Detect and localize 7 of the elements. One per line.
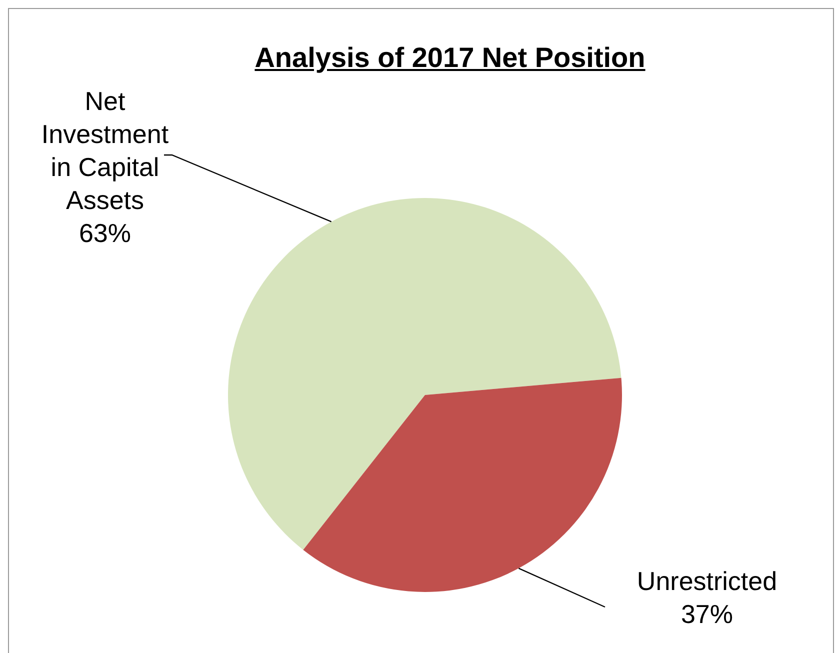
data-label: 37% (680, 599, 734, 629)
slice-label: Net Investment in Capital Assets (41, 86, 170, 215)
pie-slice (303, 378, 622, 592)
slice-label: Unrestricted (636, 566, 778, 596)
data-label: 63% (78, 218, 132, 248)
pie-slice (228, 198, 622, 550)
chart-title: Analysis of 2017 Net Position (254, 42, 646, 74)
